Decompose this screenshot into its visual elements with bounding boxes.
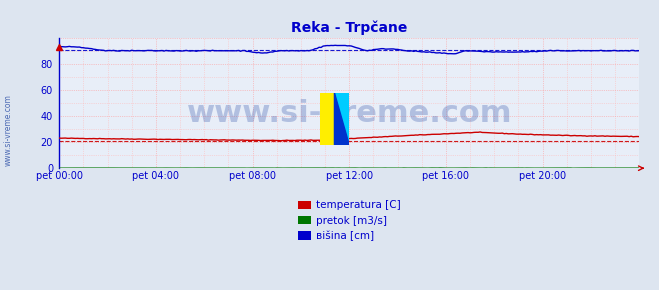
Text: www.si-vreme.com: www.si-vreme.com [186,99,512,128]
Title: Reka - Trpčane: Reka - Trpčane [291,21,407,35]
Legend: temperatura [C], pretok [m3/s], вišina [cm]: temperatura [C], pretok [m3/s], вišina [… [298,200,401,241]
Polygon shape [335,93,349,145]
Bar [320,93,335,145]
Polygon shape [335,93,349,145]
Text: www.si-vreme.com: www.si-vreme.com [3,95,13,166]
